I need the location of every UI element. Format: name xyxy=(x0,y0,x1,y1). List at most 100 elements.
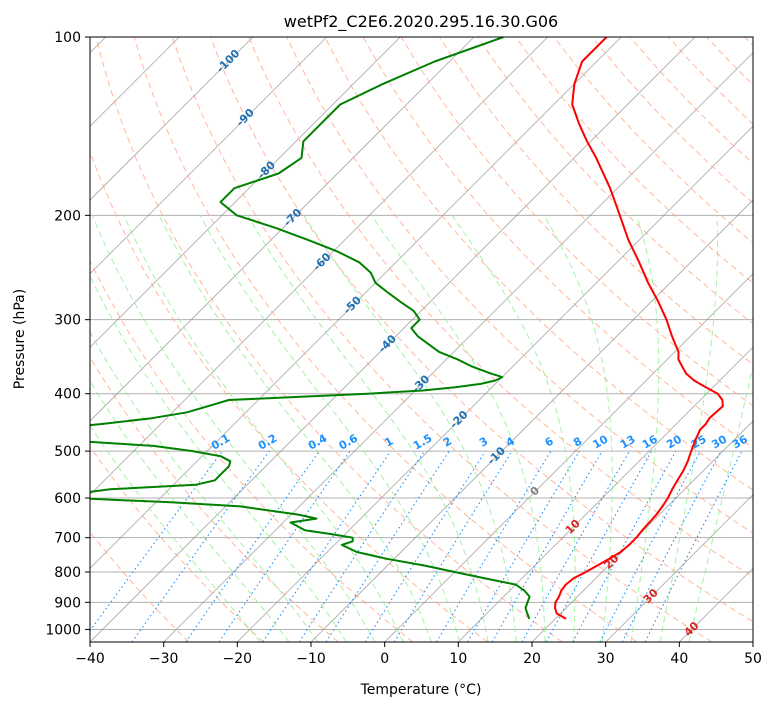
isotherm-line xyxy=(163,52,753,642)
mixing-ratio-line xyxy=(393,450,513,642)
x-tick-label: 0 xyxy=(380,651,389,667)
dry-adiabat-line xyxy=(286,37,753,534)
mixing-ratio-line xyxy=(298,450,425,642)
dry-adiabat-line xyxy=(90,356,339,642)
moist-adiabat-line xyxy=(90,380,290,642)
dry-adiabat-line xyxy=(95,37,563,642)
mixing-ratio-line xyxy=(644,450,743,642)
isotherm-label: 30 xyxy=(641,586,661,606)
moist-adiabat-line xyxy=(158,215,432,642)
isotherm-label: -60 xyxy=(310,250,333,273)
dry-adiabat-line xyxy=(90,531,190,642)
y-tick-label: 200 xyxy=(54,208,81,224)
x-tick-label: −10 xyxy=(296,651,326,667)
isotherm-line xyxy=(458,346,753,642)
mixing-ratio-label: 16 xyxy=(640,432,660,451)
isotherm-line xyxy=(90,37,548,496)
isotherm-line xyxy=(752,641,753,642)
isotherm-line xyxy=(90,37,401,348)
isotherm-line xyxy=(605,494,753,642)
moist-adiabat-line xyxy=(659,215,719,642)
moist-adiabat-line xyxy=(370,215,546,642)
x-tick-label: 10 xyxy=(449,651,467,667)
y-tick-label: 1000 xyxy=(45,622,81,638)
background-lines xyxy=(90,37,753,642)
y-tick-label: 700 xyxy=(54,531,81,547)
chart-title: wetPf2_C2E6.2020.295.16.30.G06 xyxy=(284,12,558,32)
mixing-ratio-line xyxy=(262,450,392,642)
mixing-ratio-line xyxy=(545,450,653,642)
mixing-ratio-label: 30 xyxy=(709,432,729,451)
y-tick-label: 400 xyxy=(54,387,81,403)
mixing-ratio-label: 3 xyxy=(477,435,490,450)
isotherm-label: -10 xyxy=(485,444,508,467)
isotherm-label: 10 xyxy=(563,517,583,537)
dry-adiabat-line xyxy=(133,37,638,642)
isotherm-line xyxy=(237,125,753,642)
mixing-ratio-label: 8 xyxy=(571,435,584,450)
isotherm-label: 0 xyxy=(528,484,543,499)
moist-adiabat-line xyxy=(90,424,261,642)
mixing-ratio-label: 0.1 xyxy=(209,432,232,453)
isotherm-label: -40 xyxy=(376,332,399,355)
x-tick-label: 50 xyxy=(744,651,762,667)
x-tick-label: −40 xyxy=(75,651,105,667)
y-tick-label: 900 xyxy=(54,595,81,611)
x-axis-label: Temperature (°C) xyxy=(360,682,482,698)
moist-adiabat-line xyxy=(543,215,613,642)
dry-adiabat-line xyxy=(591,37,753,204)
moist-adiabat-line xyxy=(303,215,517,642)
moist-adiabat-line xyxy=(199,215,461,642)
mixing-ratio-line xyxy=(599,450,701,642)
mixing-ratio-line xyxy=(185,450,320,642)
moist-adiabat-line xyxy=(247,215,489,642)
isotherm-line xyxy=(679,567,753,642)
y-tick-label: 300 xyxy=(54,313,81,329)
mixing-ratio-line xyxy=(131,450,270,642)
isotherm-line xyxy=(90,37,696,642)
mixing-ratio-label: 0.2 xyxy=(256,432,279,453)
dry-adiabat-line xyxy=(515,37,753,284)
mixing-ratio-label: 36 xyxy=(730,432,750,451)
dry-adiabat-line xyxy=(438,37,753,366)
isotherm-label: -90 xyxy=(234,106,257,129)
mixing-ratio-line xyxy=(218,450,351,642)
dry-adiabat-line xyxy=(90,259,414,642)
dry-adiabat-line xyxy=(744,37,753,47)
mixing-ratio-label: 13 xyxy=(618,433,638,452)
dry-adiabat-line xyxy=(210,37,753,623)
series-layer xyxy=(90,37,724,620)
isotherm-label: 40 xyxy=(682,619,702,639)
mixing-ratio-label: 1 xyxy=(382,435,395,450)
x-tick-label: 40 xyxy=(670,651,688,667)
x-tick-label: −30 xyxy=(149,651,179,667)
x-tick-label: 20 xyxy=(523,651,541,667)
isotherm-label: -20 xyxy=(447,408,470,431)
dry-adiabat-line xyxy=(706,37,753,86)
isotherm-labels: 0.1 0.2 0.4 0.6 1 1.5 2 3 4 6 8 10 13 16 20 25 30 36-100-… xyxy=(209,47,750,639)
dry-adiabat-line xyxy=(90,445,264,642)
x-tick-label: 30 xyxy=(597,651,615,667)
mixing-ratio-label: 20 xyxy=(664,432,684,451)
mixing-ratio-label: 1.5 xyxy=(411,432,434,453)
mixing-ratio-line xyxy=(364,450,486,642)
mixing-ratio-line xyxy=(467,450,580,642)
isotherm-label: -70 xyxy=(281,206,304,229)
y-tick-label: 800 xyxy=(54,565,81,581)
mixing-ratio-label: 0.4 xyxy=(306,431,330,452)
moist-adiabat-line xyxy=(451,215,576,642)
moist-adiabat-line xyxy=(91,215,376,642)
x-tick-label: −20 xyxy=(223,651,253,667)
moist-adiabat-line xyxy=(630,215,660,642)
moist-adiabat-line xyxy=(90,330,319,642)
y-tick-label: 500 xyxy=(54,444,81,460)
mixing-ratio-line xyxy=(435,450,552,642)
y-axis: 100 200 300 400 500 600 700 800 900 1000 xyxy=(45,30,90,638)
isotherm-line xyxy=(90,37,475,422)
dry-adiabat-line xyxy=(171,37,712,642)
isotherm-line xyxy=(384,273,753,642)
dewpoint-profile-line xyxy=(90,37,531,620)
temperature-profile-line xyxy=(554,37,724,620)
isotherm-line xyxy=(90,37,327,275)
